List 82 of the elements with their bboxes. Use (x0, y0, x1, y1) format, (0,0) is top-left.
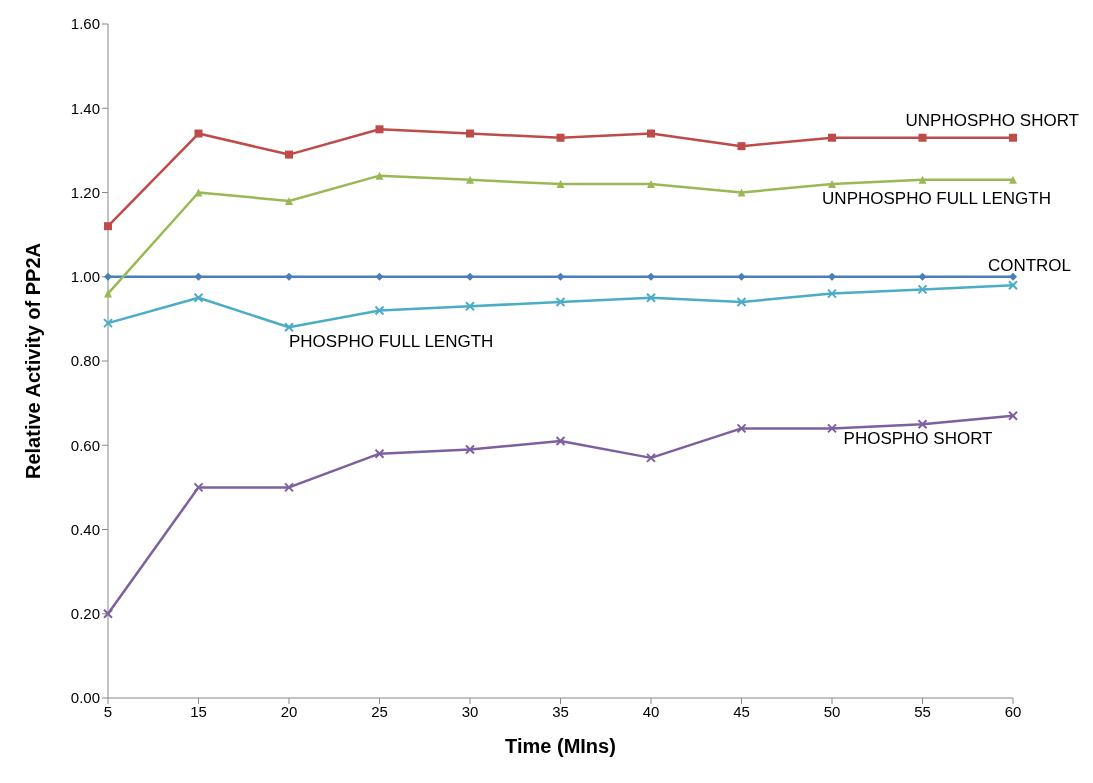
point (917, 419, 928, 430)
point (556, 180, 565, 189)
x-tick-label: 15 (190, 702, 207, 720)
point (375, 171, 384, 180)
point (374, 448, 385, 459)
point (646, 292, 656, 303)
point (285, 150, 293, 159)
point (827, 288, 837, 299)
point (194, 188, 203, 197)
point (466, 129, 474, 138)
point (827, 423, 837, 434)
x-tick-label: 40 (642, 702, 660, 720)
series-label: CONTROL (987, 255, 1071, 275)
point (466, 175, 474, 184)
series-label: UNPHOSPHO FULL LENGTH (822, 188, 1051, 208)
point (828, 180, 836, 189)
point (737, 272, 746, 281)
point (555, 436, 566, 447)
point (465, 444, 475, 455)
point (1009, 175, 1017, 184)
point (465, 301, 475, 312)
y-tick-label: 0.40 (70, 520, 100, 538)
series-label: UNPHOSPHO SHORT (905, 110, 1079, 130)
x-tick-label: 25 (371, 702, 388, 720)
point (1008, 280, 1018, 291)
point (284, 322, 294, 333)
point (556, 272, 565, 281)
point (555, 297, 566, 308)
y-tick-label: 1.60 (70, 15, 100, 33)
x-axis-title: Time (MIns) (505, 735, 616, 757)
point (828, 133, 836, 142)
x-tick-label: 35 (552, 702, 569, 720)
point (104, 289, 112, 298)
point (194, 129, 203, 138)
point (193, 292, 204, 303)
point (104, 272, 112, 281)
point (918, 133, 927, 142)
point (918, 272, 927, 281)
series-label: PHOSPHO FULL LENGTH (289, 332, 494, 352)
y-tick-label: 1.00 (70, 268, 100, 286)
point (194, 272, 203, 281)
x-tick-label: 30 (461, 702, 479, 720)
y-tick-label: 0.80 (70, 352, 100, 370)
y-tick-label: 1.40 (70, 99, 100, 117)
point (647, 180, 655, 189)
x-tick-label: 45 (733, 702, 750, 720)
x-tick-label: 20 (280, 702, 298, 720)
point (647, 129, 655, 138)
point (375, 125, 384, 134)
point (917, 284, 928, 295)
y-tick-label: 1.20 (70, 183, 100, 201)
point (556, 133, 565, 142)
x-tick-label: 5 (103, 702, 113, 720)
point (828, 272, 836, 281)
y-tick-label: 0.00 (70, 689, 100, 707)
point (103, 608, 113, 619)
point (104, 222, 112, 231)
point (737, 188, 746, 197)
x-tick-label: 50 (823, 702, 841, 720)
point (374, 305, 385, 316)
point (1009, 272, 1017, 281)
series-label: PHOSPHO SHORT (843, 429, 993, 449)
point (284, 482, 294, 493)
point (1009, 133, 1017, 142)
y-axis-title: Relative Activity of PP2A (22, 242, 45, 480)
point (285, 272, 293, 281)
point (193, 482, 204, 493)
point (736, 423, 747, 434)
point (647, 272, 655, 281)
point (1008, 410, 1018, 421)
y-tick-label: 0.20 (70, 605, 100, 623)
point (646, 452, 656, 463)
x-tick-label: 55 (914, 702, 931, 720)
y-tick-label: 0.60 (70, 436, 100, 454)
x-tick-label: 60 (1004, 702, 1022, 720)
point (466, 272, 474, 281)
point (918, 175, 927, 184)
point (736, 297, 747, 308)
point (103, 318, 113, 329)
point (375, 272, 384, 281)
point (285, 196, 293, 205)
point (737, 142, 746, 151)
